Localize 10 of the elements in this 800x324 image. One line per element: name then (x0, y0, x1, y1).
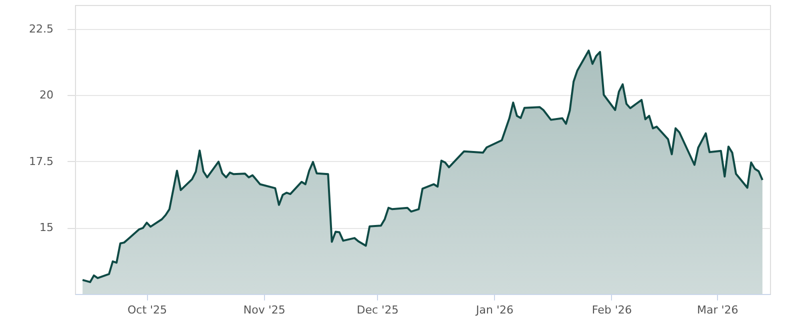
y-tick-label: 17.5 (29, 154, 54, 168)
y-tick-label: 22.5 (29, 22, 54, 36)
x-tick-label: Dec '25 (356, 304, 399, 316)
x-tick-label: Jan '26 (475, 304, 514, 316)
x-tick-label: Nov '25 (243, 304, 286, 316)
y-tick-label: 15 (40, 221, 54, 234)
x-tick-label: Feb '26 (592, 304, 632, 316)
x-tick-label: Oct '25 (127, 304, 168, 316)
y-tick-label: 20 (40, 88, 54, 102)
x-tick-label: Mar '26 (696, 304, 738, 316)
